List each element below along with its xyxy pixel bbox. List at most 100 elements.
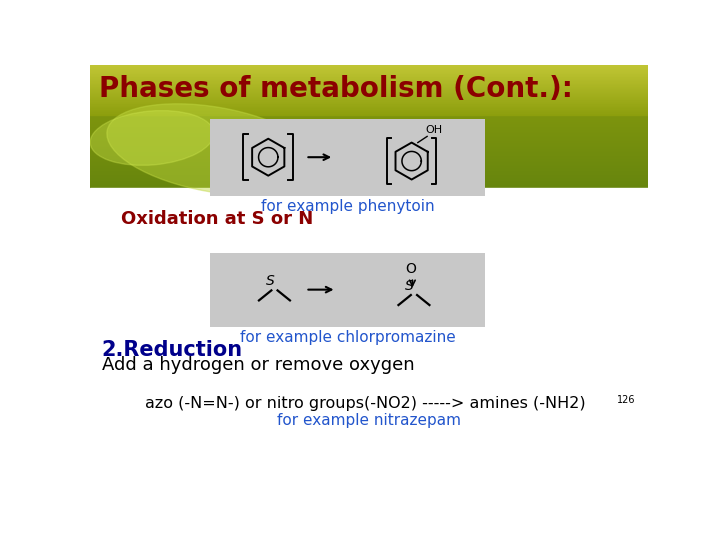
- Text: 126: 126: [617, 395, 636, 405]
- Bar: [210, 119, 485, 195]
- Bar: [90, 162, 648, 163]
- Bar: [90, 179, 648, 180]
- Bar: [90, 163, 648, 164]
- Text: O: O: [405, 262, 416, 276]
- Bar: [90, 82, 648, 83]
- Bar: [90, 130, 648, 131]
- Bar: [90, 84, 648, 85]
- Bar: [90, 188, 648, 481]
- Bar: [90, 112, 648, 113]
- Bar: [90, 65, 648, 66]
- Bar: [90, 83, 648, 84]
- Bar: [90, 114, 648, 115]
- Bar: [90, 103, 648, 104]
- Bar: [90, 178, 648, 179]
- Bar: [90, 108, 648, 109]
- Bar: [90, 98, 648, 99]
- Bar: [90, 126, 648, 127]
- Bar: [90, 137, 648, 138]
- Bar: [90, 102, 648, 103]
- Bar: [90, 125, 648, 126]
- Text: Oxidation at S or N: Oxidation at S or N: [121, 210, 313, 227]
- Bar: [90, 85, 648, 86]
- Bar: [90, 138, 648, 139]
- Bar: [90, 66, 648, 67]
- Bar: [90, 173, 648, 174]
- Bar: [90, 71, 648, 72]
- Bar: [90, 122, 648, 123]
- Bar: [90, 105, 648, 106]
- Bar: [90, 76, 648, 77]
- Bar: [90, 155, 648, 156]
- Bar: [210, 253, 485, 327]
- Bar: [90, 129, 648, 130]
- Bar: [90, 111, 648, 112]
- Bar: [90, 165, 648, 166]
- Bar: [90, 123, 648, 124]
- Bar: [90, 143, 648, 144]
- Bar: [90, 170, 648, 171]
- Bar: [90, 177, 648, 178]
- Bar: [90, 186, 648, 187]
- Bar: [90, 92, 648, 93]
- Bar: [90, 166, 648, 167]
- Bar: [90, 79, 648, 80]
- Bar: [90, 100, 648, 101]
- Bar: [90, 86, 648, 87]
- Bar: [90, 154, 648, 155]
- Bar: [90, 148, 648, 150]
- Bar: [90, 90, 648, 91]
- Bar: [90, 120, 648, 121]
- Bar: [90, 115, 648, 116]
- Bar: [90, 158, 648, 159]
- Bar: [90, 68, 648, 69]
- Text: OH: OH: [426, 125, 443, 135]
- Bar: [90, 171, 648, 172]
- Bar: [90, 109, 648, 110]
- Bar: [90, 101, 648, 102]
- Bar: [90, 128, 648, 129]
- Bar: [90, 132, 648, 133]
- Bar: [90, 124, 648, 125]
- Bar: [90, 110, 648, 111]
- Bar: [90, 89, 648, 90]
- Bar: [90, 176, 648, 177]
- Bar: [90, 94, 648, 95]
- Bar: [90, 88, 648, 89]
- Ellipse shape: [90, 111, 214, 165]
- Bar: [90, 156, 648, 157]
- Bar: [90, 182, 648, 183]
- Text: Add a hydrogen or remove oxygen: Add a hydrogen or remove oxygen: [102, 356, 414, 374]
- Bar: [90, 144, 648, 145]
- Bar: [90, 135, 648, 136]
- Bar: [90, 181, 648, 182]
- Bar: [90, 169, 648, 170]
- Bar: [90, 134, 648, 135]
- Bar: [90, 97, 648, 98]
- Bar: [90, 175, 648, 176]
- Bar: [90, 159, 648, 160]
- Bar: [90, 77, 648, 78]
- Text: S: S: [405, 279, 414, 293]
- Bar: [90, 113, 648, 114]
- Text: for example chlorpromazine: for example chlorpromazine: [240, 330, 456, 345]
- Ellipse shape: [107, 104, 321, 195]
- Bar: [90, 87, 648, 88]
- Bar: [90, 152, 648, 153]
- Bar: [90, 167, 648, 168]
- Bar: [90, 93, 648, 94]
- Bar: [90, 74, 648, 75]
- Text: S: S: [266, 274, 274, 288]
- Text: 2.Reduction: 2.Reduction: [102, 340, 243, 360]
- Bar: [90, 141, 648, 142]
- Bar: [90, 116, 648, 117]
- Bar: [90, 133, 648, 134]
- Bar: [90, 160, 648, 161]
- Bar: [90, 147, 648, 148]
- Bar: [90, 136, 648, 137]
- Bar: [90, 187, 648, 188]
- Bar: [90, 118, 648, 119]
- Bar: [90, 183, 648, 184]
- Bar: [90, 81, 648, 82]
- Bar: [90, 119, 648, 120]
